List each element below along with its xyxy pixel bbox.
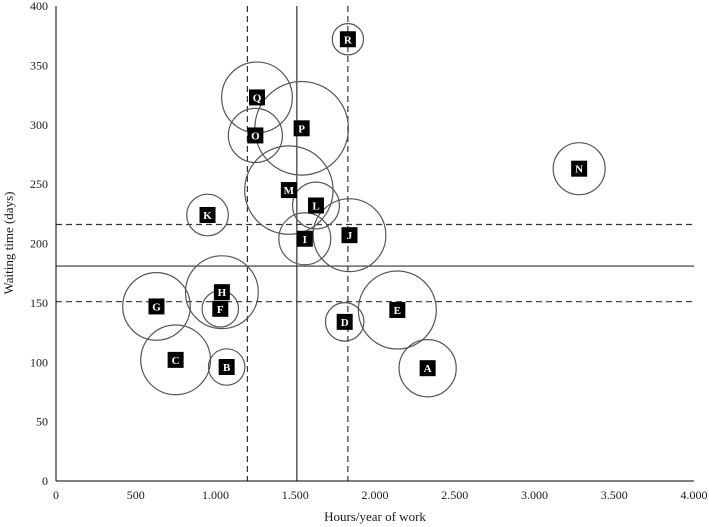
bubble-l — [291, 181, 340, 230]
x-tick-label: 3.500 — [601, 488, 628, 502]
reference-lines — [56, 6, 694, 481]
y-tick-label: 250 — [30, 177, 48, 191]
bubble-i — [278, 212, 332, 266]
point-label-k: K — [203, 210, 212, 222]
y-tick-label: 100 — [30, 355, 48, 369]
label-box-i — [296, 230, 313, 247]
point-label-o: O — [251, 130, 260, 142]
label-box-d — [336, 313, 353, 330]
x-tick-label: 1.000 — [202, 488, 229, 502]
bubble-g — [122, 272, 191, 341]
point-label-i: I — [303, 234, 307, 246]
bubble-j — [312, 198, 387, 273]
bubble-o — [227, 107, 284, 164]
label-box-n — [571, 160, 588, 177]
label-box-j — [341, 227, 358, 244]
bubble-n — [552, 142, 606, 196]
label-box-e — [389, 302, 406, 318]
bubble-d — [324, 302, 365, 342]
point-label-l: L — [312, 201, 319, 213]
point-label-b: B — [223, 362, 231, 374]
bubble-a — [398, 338, 457, 398]
x-tick-label: 500 — [127, 488, 145, 502]
y-tick-label: 200 — [30, 237, 48, 251]
bubbles — [122, 23, 606, 398]
point-label-a: A — [424, 363, 432, 375]
axes — [55, 6, 694, 482]
x-tick-label: 2.000 — [362, 488, 389, 502]
bubble-b — [207, 348, 246, 386]
point-label-d: D — [341, 317, 349, 329]
point-label-m: M — [284, 185, 295, 197]
y-tick-labels: 0 50 100 150 200 250 300 350 400 — [30, 0, 48, 488]
label-box-c — [167, 351, 184, 368]
label-box-m — [280, 182, 297, 199]
bubble-e — [357, 270, 437, 350]
y-tick-label: 300 — [30, 118, 48, 132]
point-label-p: P — [298, 123, 305, 135]
label-box-g — [148, 298, 165, 315]
point-label-c: C — [172, 355, 180, 367]
label-box-k — [199, 207, 216, 223]
y-tick-label: 150 — [30, 296, 48, 310]
point-label-e: E — [394, 305, 401, 317]
point-label-j: J — [347, 230, 353, 242]
point-labels: A B C D E F G H I J K L M N O P Q R — [148, 31, 588, 377]
label-box-a — [419, 360, 436, 377]
x-tick-labels: 0 500 1.000 1.500 2.000 2.500 3.000 3.500 4.000 — [53, 488, 708, 502]
x-tick-label: 3.000 — [521, 488, 548, 502]
point-label-n: N — [575, 164, 583, 176]
label-box-o — [247, 127, 264, 144]
x-tick-label: 2.500 — [441, 488, 468, 502]
x-tick-label: 4.000 — [681, 488, 708, 502]
bubble-k — [186, 193, 229, 237]
y-tick-label: 350 — [30, 58, 48, 72]
bubble-m — [244, 145, 334, 235]
x-tick-label: 0 — [53, 488, 59, 502]
label-box-b — [218, 359, 235, 375]
label-box-p — [293, 120, 310, 137]
y-tick-label: 0 — [42, 474, 48, 488]
label-box-h — [213, 284, 230, 301]
bubble-c — [140, 324, 212, 396]
label-box-f — [212, 300, 229, 317]
x-axis-title: Hours/year of work — [324, 509, 426, 524]
y-axis-title: Waiting time (days) — [1, 192, 16, 295]
point-label-g: G — [152, 301, 161, 313]
label-box-q — [248, 89, 265, 106]
label-box-r — [339, 31, 356, 48]
point-label-r: R — [344, 34, 353, 46]
bubble-h — [184, 255, 259, 330]
y-tick-label: 400 — [30, 0, 48, 13]
point-label-q: Q — [253, 92, 262, 104]
x-tick-label: 1.500 — [282, 488, 309, 502]
y-tick-label: 50 — [36, 415, 48, 429]
point-label-f: F — [217, 304, 224, 316]
label-box-l — [307, 197, 324, 214]
point-label-h: H — [218, 287, 227, 299]
bubble-r — [331, 23, 365, 56]
